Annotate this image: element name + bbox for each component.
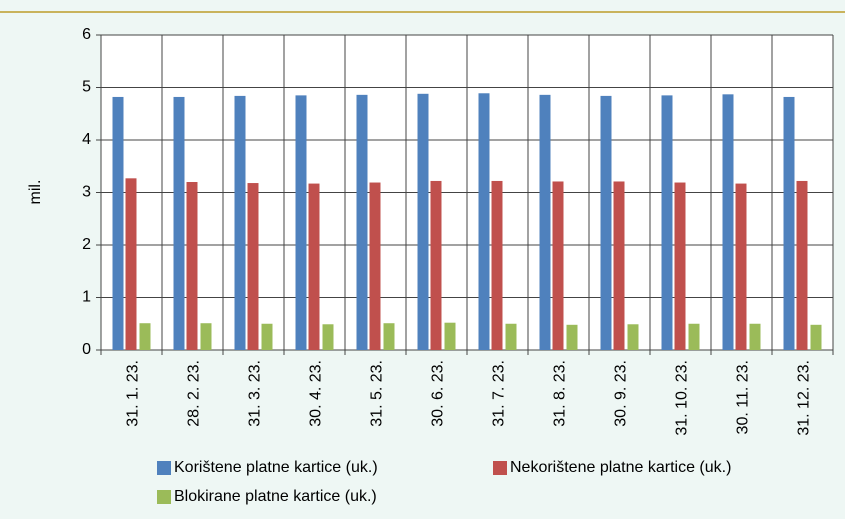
legend-label: Blokirane platne kartice (uk.): [174, 488, 377, 505]
bar: [417, 93, 429, 351]
bar: [261, 323, 273, 350]
bar: [505, 323, 517, 350]
bar: [478, 93, 490, 351]
bar: [735, 183, 747, 350]
bar: [234, 95, 246, 351]
legend-label: Nekorištene platne kartice (uk.): [510, 459, 731, 476]
x-tick-label: 31. 12. 23.: [796, 360, 813, 436]
bar: [295, 95, 307, 350]
x-tick-label: 31. 8. 23.: [552, 360, 569, 427]
bar: [491, 180, 503, 350]
bar: [688, 323, 700, 350]
bar: [627, 324, 639, 350]
bar: [552, 181, 564, 350]
x-tick-label: 31. 5. 23.: [369, 360, 386, 427]
bar: [112, 96, 124, 350]
bar: [200, 323, 212, 350]
bar: [173, 96, 185, 350]
y-tick-label: 0: [82, 341, 91, 358]
y-tick-label: 1: [82, 289, 91, 306]
bar: [566, 324, 578, 350]
y-tick-label: 6: [82, 26, 91, 43]
bar: [674, 182, 686, 350]
bar: [247, 183, 259, 350]
x-tick-label: 30. 4. 23.: [308, 360, 325, 427]
bar: [444, 322, 456, 350]
x-tick-label: 30. 6. 23.: [430, 360, 447, 427]
y-tick-label: 4: [82, 131, 91, 148]
y-axis-label: mil.: [27, 180, 44, 205]
bar: [600, 95, 612, 351]
legend-swatch: [157, 490, 171, 504]
bar: [322, 324, 334, 350]
y-tick-label: 5: [82, 79, 91, 96]
bar: [430, 180, 442, 350]
y-tick-label: 2: [82, 236, 91, 253]
legend-swatch: [157, 461, 171, 475]
x-tick-label: 28. 2. 23.: [186, 360, 203, 427]
bar: [661, 95, 673, 350]
bar: [369, 182, 381, 350]
x-tick-label: 30. 11. 23.: [735, 360, 752, 434]
bar: [125, 178, 137, 350]
x-tick-label: 30. 9. 23.: [613, 360, 630, 427]
y-tick-label: 3: [82, 184, 91, 201]
x-tick-label: 31. 10. 23.: [674, 360, 691, 436]
bar: [308, 183, 320, 350]
bar: [796, 180, 808, 350]
bar: [383, 323, 395, 350]
bar: [539, 94, 551, 350]
bar: [810, 324, 822, 350]
x-tick-label: 31. 3. 23.: [247, 360, 264, 427]
bar: [356, 94, 368, 350]
bar: [613, 181, 625, 350]
legend-swatch: [493, 461, 507, 475]
x-tick-label: 31. 7. 23.: [491, 360, 508, 427]
bar: [749, 323, 761, 350]
bar: [186, 182, 198, 350]
x-tick-label: 31. 1. 23.: [125, 360, 142, 427]
bar: [722, 94, 734, 350]
legend-label: Korištene platne kartice (uk.): [174, 459, 378, 476]
bar: [139, 323, 151, 350]
bar: [783, 96, 795, 350]
